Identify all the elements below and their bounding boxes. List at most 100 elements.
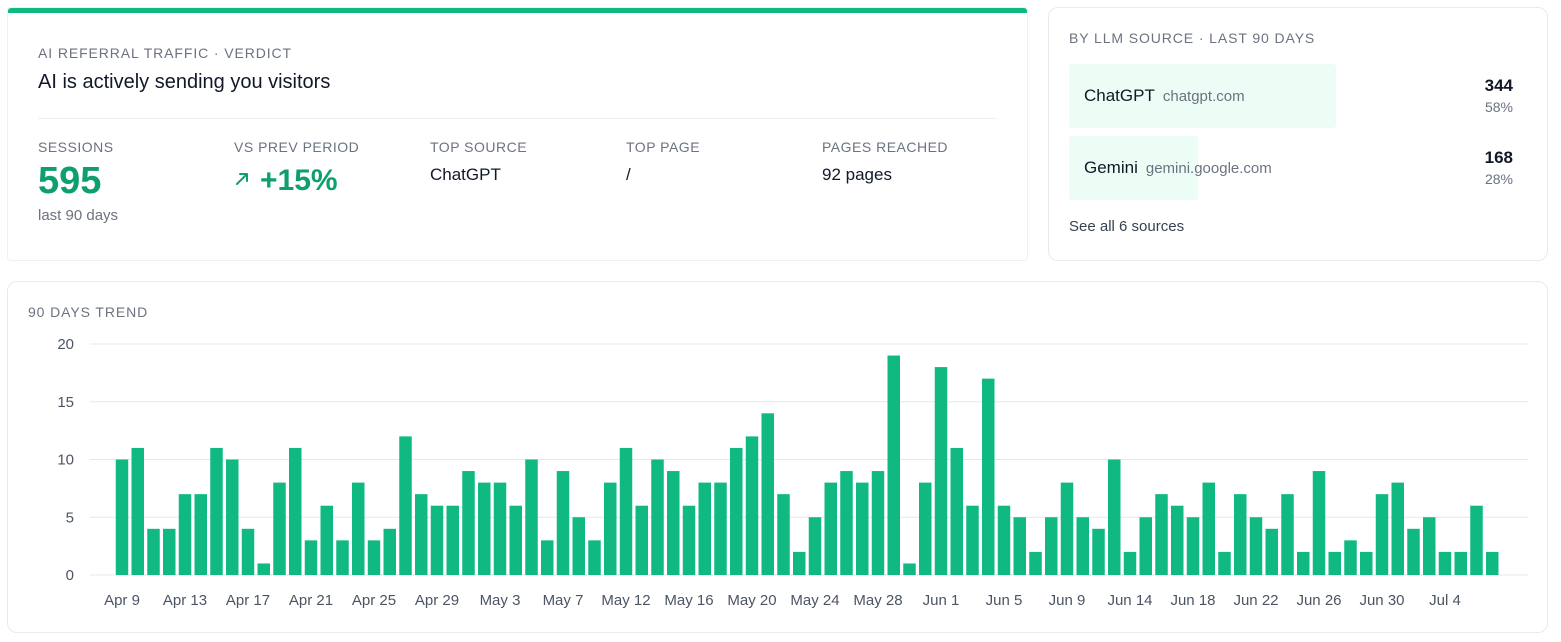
trend-bar[interactable] xyxy=(1312,471,1326,575)
x-tick-label: Apr 17 xyxy=(226,592,270,609)
trend-bar[interactable] xyxy=(1249,517,1263,575)
y-tick-label: 0 xyxy=(66,567,74,584)
trend-bar[interactable] xyxy=(1186,517,1200,575)
source-name: ChatGPT xyxy=(1084,86,1155,105)
trend-bar[interactable] xyxy=(698,482,712,575)
trend-bar[interactable] xyxy=(1045,517,1058,575)
divider xyxy=(38,118,997,119)
trend-bar[interactable] xyxy=(1360,551,1373,575)
trend-bar[interactable] xyxy=(541,540,554,575)
trend-bar[interactable] xyxy=(336,540,349,575)
trend-bar[interactable] xyxy=(1407,528,1420,575)
trend-bar[interactable] xyxy=(320,505,334,575)
trend-bar[interactable] xyxy=(871,471,885,575)
trend-bar[interactable] xyxy=(1454,551,1468,575)
trend-bar[interactable] xyxy=(1060,482,1074,575)
trend-bar[interactable] xyxy=(1218,551,1231,575)
trend-bar[interactable] xyxy=(131,447,145,575)
trend-bar[interactable] xyxy=(903,563,916,575)
trend-bar[interactable] xyxy=(556,471,570,575)
trend-bar[interactable] xyxy=(478,482,491,575)
trend-bar[interactable] xyxy=(1423,517,1436,575)
trend-bar[interactable] xyxy=(714,482,727,575)
trend-bar[interactable] xyxy=(1375,494,1389,575)
see-all-sources-link[interactable]: See all 6 sources xyxy=(1069,218,1185,235)
trend-bar[interactable] xyxy=(415,494,428,575)
trend-bar[interactable] xyxy=(887,355,901,575)
trend-bar[interactable] xyxy=(399,436,412,575)
trend-bar[interactable] xyxy=(257,563,271,575)
trend-bar[interactable] xyxy=(682,505,696,575)
trend-bar[interactable] xyxy=(1470,505,1483,575)
trend-bar[interactable] xyxy=(430,505,444,575)
trend-bar[interactable] xyxy=(1076,517,1090,575)
trend-bar[interactable] xyxy=(1344,540,1357,575)
trend-bar[interactable] xyxy=(793,551,806,575)
source-row-gemini[interactable]: Gemini gemini.google.com 168 28% xyxy=(1069,136,1513,200)
trend-bar[interactable] xyxy=(840,471,853,575)
trend-bar[interactable] xyxy=(352,482,365,575)
trend-bar[interactable] xyxy=(572,517,586,575)
trend-bar[interactable] xyxy=(635,505,649,575)
trend-bar[interactable] xyxy=(462,471,475,575)
trend-bar[interactable] xyxy=(289,447,302,575)
trend-bar[interactable] xyxy=(966,505,979,575)
source-row-chatgpt[interactable]: ChatGPT chatgpt.com 344 58% xyxy=(1069,64,1513,128)
trend-bar[interactable] xyxy=(745,436,759,575)
trend-bar[interactable] xyxy=(1202,482,1216,575)
trend-bar[interactable] xyxy=(446,505,460,575)
trend-bar[interactable] xyxy=(273,482,286,575)
trend-bar[interactable] xyxy=(1123,551,1137,575)
trend-bar[interactable] xyxy=(1155,494,1168,575)
trend-bar[interactable] xyxy=(241,528,255,575)
trend-bar[interactable] xyxy=(1139,517,1153,575)
trend-bar[interactable] xyxy=(1265,528,1279,575)
trend-bar[interactable] xyxy=(1297,551,1310,575)
trend-bar[interactable] xyxy=(178,494,192,575)
trend-bar[interactable] xyxy=(651,459,664,576)
verdict-headline: AI is actively sending you visitors xyxy=(38,71,331,93)
trend-bar[interactable] xyxy=(777,494,790,575)
trend-bar[interactable] xyxy=(115,459,129,576)
trend-bar[interactable] xyxy=(588,540,601,575)
trend-bar[interactable] xyxy=(1486,551,1499,575)
trend-bar[interactable] xyxy=(950,447,964,575)
trend-bar[interactable] xyxy=(1328,551,1342,575)
trend-bar[interactable] xyxy=(824,482,838,575)
trend-bar[interactable] xyxy=(367,540,381,575)
trend-bar[interactable] xyxy=(808,517,822,575)
trend-bar[interactable] xyxy=(1013,517,1027,575)
trend-bar[interactable] xyxy=(304,540,318,575)
trend-bar[interactable] xyxy=(982,378,995,575)
trend-bar[interactable] xyxy=(509,505,523,575)
trend-bar[interactable] xyxy=(667,471,680,575)
trend-bar[interactable] xyxy=(1281,494,1294,575)
trend-bar[interactable] xyxy=(1092,528,1105,575)
trend-bar[interactable] xyxy=(226,459,239,576)
trend-bar[interactable] xyxy=(761,413,775,575)
x-tick-label: Apr 13 xyxy=(163,592,207,609)
trend-bar[interactable] xyxy=(163,528,176,575)
trend-bar[interactable] xyxy=(210,447,223,575)
trend-bar[interactable] xyxy=(194,494,208,575)
trend-bar[interactable] xyxy=(493,482,507,575)
trend-bar[interactable] xyxy=(856,482,869,575)
trend-bar[interactable] xyxy=(1234,494,1247,575)
trend-bar[interactable] xyxy=(730,447,743,575)
trend-bar[interactable] xyxy=(1438,551,1452,575)
trend-bar[interactable] xyxy=(997,505,1011,575)
trend-bar[interactable] xyxy=(1171,505,1184,575)
trend-bar[interactable] xyxy=(383,528,397,575)
trend-bar[interactable] xyxy=(525,459,538,576)
verdict-accent-bar xyxy=(8,8,1027,13)
trend-bar[interactable] xyxy=(934,367,948,575)
trend-bar[interactable] xyxy=(1391,482,1405,575)
stat-sessions-label: SESSIONS xyxy=(38,139,114,155)
trend-bar[interactable] xyxy=(604,482,617,575)
trend-bar[interactable] xyxy=(147,528,160,575)
trend-bar[interactable] xyxy=(919,482,932,575)
trend-bar[interactable] xyxy=(1029,551,1042,575)
trend-bar[interactable] xyxy=(1108,459,1121,576)
trend-bar[interactable] xyxy=(619,447,633,575)
stat-vs-prev: VS PREV PERIOD +15% xyxy=(234,139,359,199)
